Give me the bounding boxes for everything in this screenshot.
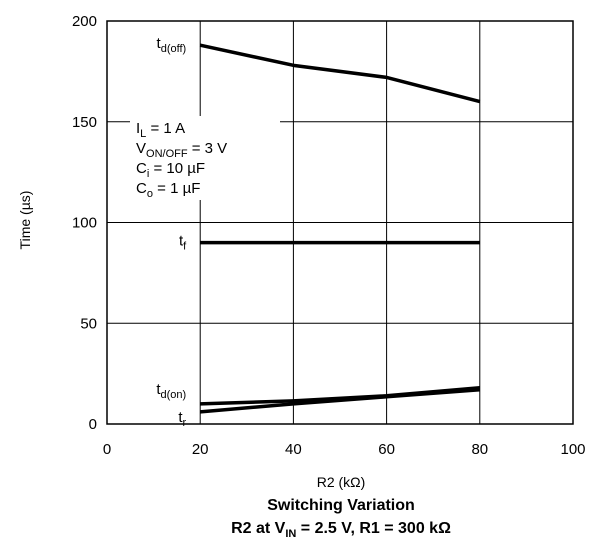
plot-frame: [106, 20, 574, 425]
condition-line: Co = 1 µF: [136, 180, 200, 200]
subtitle-suffix: = 2.5 V, R1 = 300 kΩ: [296, 520, 451, 537]
condition-base: I: [136, 120, 140, 137]
condition-value: = 10 µF: [149, 160, 205, 177]
series-label-subscript: r: [183, 417, 187, 429]
y-tick-label: 100: [72, 215, 97, 232]
chart-title: Switching Variation: [267, 497, 415, 514]
series-label-base: t: [156, 381, 161, 398]
subtitle-subscript: IN: [285, 528, 296, 540]
condition-line: VON/OFF = 3 V: [136, 140, 227, 160]
condition-value: = 3 V: [188, 140, 228, 157]
x-tick-label: 20: [192, 441, 209, 458]
y-tick-label: 50: [80, 315, 97, 332]
condition-value: = 1 µF: [153, 180, 200, 197]
y-axis-label: Time (µs): [17, 191, 33, 250]
series-label-subscript: f: [183, 241, 187, 253]
x-tick-label: 60: [378, 441, 395, 458]
series-label-tdoff: td(off): [157, 35, 187, 55]
series-label-base: t: [178, 409, 183, 426]
y-axis-ticks: 0 50 100 150 200: [72, 13, 97, 433]
x-tick-label: 0: [103, 441, 111, 458]
condition-line: Ci = 10 µF: [136, 160, 205, 180]
series-line-tdoff: [199, 43, 481, 104]
condition-base: C: [136, 180, 147, 197]
x-tick-label: 40: [285, 441, 302, 458]
series-label-tr: tr: [178, 409, 186, 429]
series-label-subscript: d(on): [161, 389, 187, 401]
series-line-tr: [200, 387, 480, 414]
condition-value: = 1 A: [146, 120, 185, 137]
series-label-base: t: [179, 233, 184, 250]
x-axis-ticks: 0 20 40 60 80 100: [103, 441, 586, 458]
x-tick-label: 80: [471, 441, 488, 458]
condition-subscript: o: [147, 188, 153, 200]
y-tick-label: 150: [72, 114, 97, 131]
condition-line: IL = 1 A: [136, 120, 185, 140]
condition-subscript: i: [147, 168, 149, 180]
chart-subtitle: R2 at VIN = 2.5 V, R1 = 300 kΩ: [231, 520, 451, 540]
series-label-subscript: d(off): [161, 43, 186, 55]
condition-base: V: [136, 140, 146, 157]
series-lines: [199, 43, 481, 414]
condition-subscript: ON/OFF: [146, 148, 188, 160]
condition-base: C: [136, 160, 147, 177]
subtitle-prefix: R2 at V: [231, 520, 286, 537]
x-axis-label: R2 (kΩ): [317, 474, 366, 490]
y-tick-label: 0: [89, 416, 97, 433]
conditions-box-bg: [130, 116, 280, 200]
y-tick-label: 200: [72, 13, 97, 30]
series-label-tf: tf: [179, 233, 187, 253]
series-label-tdon: td(on): [156, 381, 186, 401]
grid: [107, 21, 573, 424]
series-label-base: t: [157, 35, 162, 52]
condition-subscript: L: [140, 128, 146, 140]
x-tick-label: 100: [560, 441, 585, 458]
